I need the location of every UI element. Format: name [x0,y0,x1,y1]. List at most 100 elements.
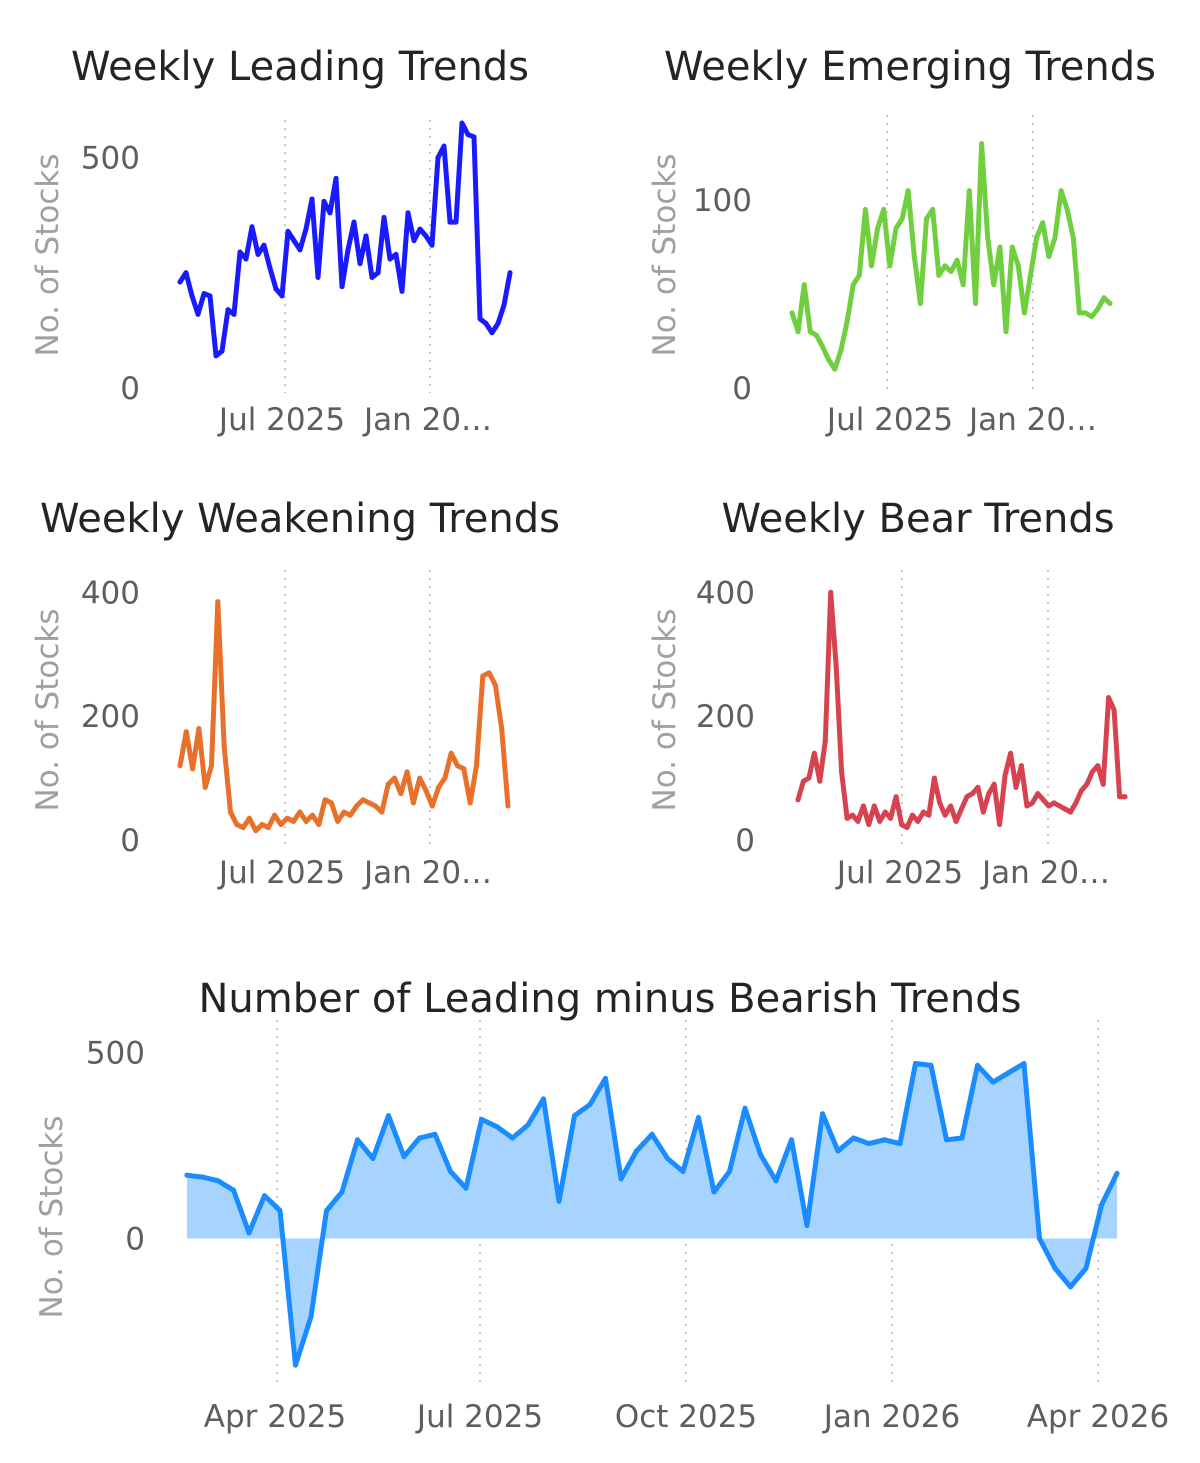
data-point [806,775,812,781]
data-point [1084,781,1090,787]
data-point [959,1135,965,1141]
data-point [742,1105,748,1111]
data-point [942,263,948,269]
data-point [279,293,285,299]
data-point [423,788,429,793]
data-point [387,256,393,262]
data-point [804,1223,810,1228]
data-point [975,784,981,790]
data-point [1068,809,1073,815]
data-point [463,1185,469,1191]
x-tick-label: Jul 2025 [835,855,963,891]
gridlines [901,570,1049,845]
data-point [259,822,265,827]
data-point [909,812,915,818]
data-point [871,803,877,809]
chart-title: Weekly Leading Trends [71,44,529,90]
data-point [1070,235,1076,241]
data-point [1015,263,1021,269]
series-line [177,599,511,834]
data-point [1018,763,1024,769]
data-point [866,822,872,827]
data-point [386,1113,391,1119]
data-point [321,198,327,204]
y-tick-label: 0 [120,823,140,859]
data-point [899,216,905,222]
data-point [882,809,888,815]
data-point [866,1141,872,1147]
data-point [817,778,823,784]
data-point [339,1189,345,1195]
data-point [856,272,862,278]
y-tick-label: 0 [120,371,140,407]
data-point [399,288,405,294]
data-point [1002,772,1008,778]
data-point [219,348,225,354]
data-point [273,286,279,292]
data-point [231,1187,236,1193]
data-point [801,282,807,288]
x-tick-label: Jan 2026 [822,1399,961,1435]
data-point [944,1137,949,1143]
data-point [184,1172,190,1178]
data-point [471,134,477,140]
data-point [1006,1070,1011,1076]
data-point [249,224,255,230]
data-point [541,1096,546,1102]
data-point [997,244,1003,250]
data-point [401,1154,407,1160]
data-point [291,818,296,824]
data-point [942,812,948,818]
data-point [436,784,442,790]
data-point [665,1156,670,1161]
x-tick-label: Jul 2025 [217,855,345,891]
data-point [393,251,399,257]
data-point [1117,794,1123,800]
data-point [447,219,453,225]
data-point [375,270,381,276]
data-point [1058,188,1064,194]
data-point [231,311,237,317]
chart-bear: Weekly Bear Trends No. of Stocks 0 200 400… [647,496,1128,891]
data-point [385,781,391,787]
data-point [417,226,423,232]
data-point [1021,1061,1027,1066]
data-point [887,263,893,269]
y-tick-label: 0 [732,371,752,407]
chart-panel-bear: Weekly Bear Trends No. of Stocks 0 200 400… [620,460,1200,910]
data-point [429,803,435,809]
data-point [474,763,479,769]
data-point [339,284,345,290]
data-point [814,332,819,338]
data-point [486,670,492,676]
data-point [461,766,467,772]
data-point [213,353,219,359]
data-point [448,750,454,756]
data-point [1003,329,1009,335]
data-point [261,242,267,248]
data-point [195,311,201,317]
data-point [905,188,911,194]
data-point [966,188,972,194]
y-tick-label: 200 [81,699,140,735]
data-point [479,1116,484,1122]
data-point [986,791,992,797]
data-point [711,1189,717,1195]
y-tick-label: 0 [735,823,755,859]
data-point [877,818,883,824]
data-point [888,815,894,821]
data-point [225,307,231,313]
y-tick-label: 500 [81,141,140,177]
data-point [309,196,315,202]
data-point [1089,769,1095,775]
chart-panel-weakening: Weekly Weakening Trends No. of Stocks 0 2… [0,460,560,910]
data-point [354,803,360,809]
data-point [990,1079,996,1085]
data-point [851,1135,856,1141]
data-point [209,763,214,769]
data-point [897,1141,903,1147]
data-point [404,769,410,775]
x-tick-label: Jan 20… [967,402,1097,438]
data-point [915,818,921,824]
data-point [1089,314,1095,320]
